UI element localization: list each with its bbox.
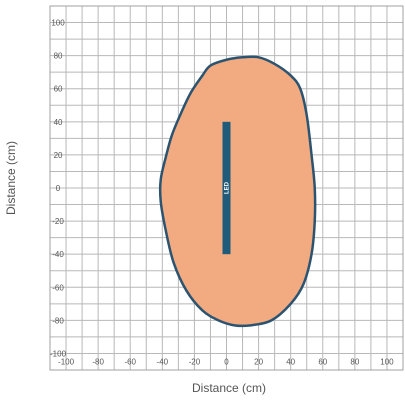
- x-tick-label: 80: [350, 358, 359, 367]
- x-axis-title: Distance (cm): [192, 381, 266, 395]
- y-tick-label: -60: [52, 283, 64, 292]
- y-tick-label: -80: [52, 316, 64, 325]
- x-tick-label: 60: [318, 358, 327, 367]
- x-tick-label: 0: [224, 358, 229, 367]
- led-bar: [222, 121, 231, 255]
- x-tick-label: -80: [92, 358, 104, 367]
- x-tick-label: -20: [189, 358, 201, 367]
- plot-area: -100 -80 -60 -40 -20 0 20 40 60 80 100 100 80 60 40 20 0…: [49, 5, 404, 371]
- y-tick-label: -100: [50, 349, 67, 358]
- led-label: LED: [225, 181, 231, 194]
- y-axis-title: Distance (cm): [4, 141, 18, 215]
- y-tick-label: -20: [52, 217, 64, 226]
- plot-border: [49, 5, 404, 371]
- x-tick-label: 40: [286, 358, 295, 367]
- x-tick-label: 20: [254, 358, 263, 367]
- y-tick-label: -40: [52, 250, 64, 259]
- x-tick-label: -100: [58, 358, 75, 367]
- y-tick-label: 0: [56, 184, 61, 193]
- y-tick-label: 80: [54, 52, 63, 61]
- y-tick-label: 20: [54, 151, 63, 160]
- y-tick-label: 60: [54, 85, 63, 94]
- x-tick-label: -60: [124, 358, 136, 367]
- y-tick-label: 100: [51, 19, 65, 28]
- x-tick-label: -40: [157, 358, 169, 367]
- coverage-area: [158, 55, 317, 328]
- x-tick-label: 100: [380, 358, 394, 367]
- y-tick-label: 40: [54, 118, 63, 127]
